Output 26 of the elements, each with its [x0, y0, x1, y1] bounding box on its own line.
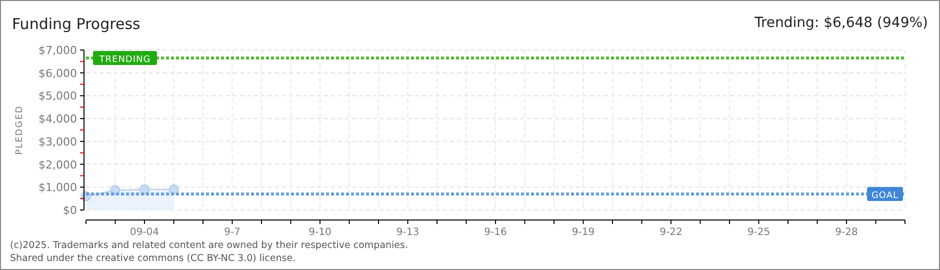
y-axis-title: PLEDGED	[15, 105, 25, 155]
x-tick-label: 9-7	[224, 227, 240, 238]
text: Trending: $6,648 (949%)	[753, 15, 928, 31]
y-tick-label: $5,000	[38, 90, 77, 103]
text: Shared under the creative commons (CC BY-NC 3.0) license.	[10, 253, 296, 264]
y-tick-label: $4,000	[38, 112, 77, 126]
y-tick-label: $1,000	[38, 181, 77, 194]
x-tick-label: 9-28	[835, 227, 858, 238]
x-tick-label: 09-04	[130, 227, 160, 238]
text: (c)2025. Trademarks and related content are owned by their respective companies.	[10, 240, 408, 251]
chart-title: Funding Progress	[12, 15, 141, 33]
y-tick-label: $3,000	[38, 135, 77, 148]
x-tick-label: 9-10	[308, 227, 332, 238]
ref-line-label: GOAL	[871, 191, 899, 201]
y-tick-label: $6,000	[38, 66, 77, 80]
y-tick-label: $2,000	[38, 158, 77, 172]
ref-line-label: TRENDING	[98, 55, 151, 66]
x-tick-label: 9-25	[747, 227, 770, 238]
point	[168, 184, 179, 194]
x-tick-label: 9-19	[572, 227, 595, 238]
y-tick-label: $7,000	[38, 44, 77, 57]
x-tick-label: 9-22	[660, 227, 682, 238]
y-tick-label: $0	[63, 204, 77, 217]
x-tick-label: 9-16	[484, 227, 507, 238]
point	[140, 184, 150, 194]
x-tick-label: 9-13	[396, 227, 420, 238]
